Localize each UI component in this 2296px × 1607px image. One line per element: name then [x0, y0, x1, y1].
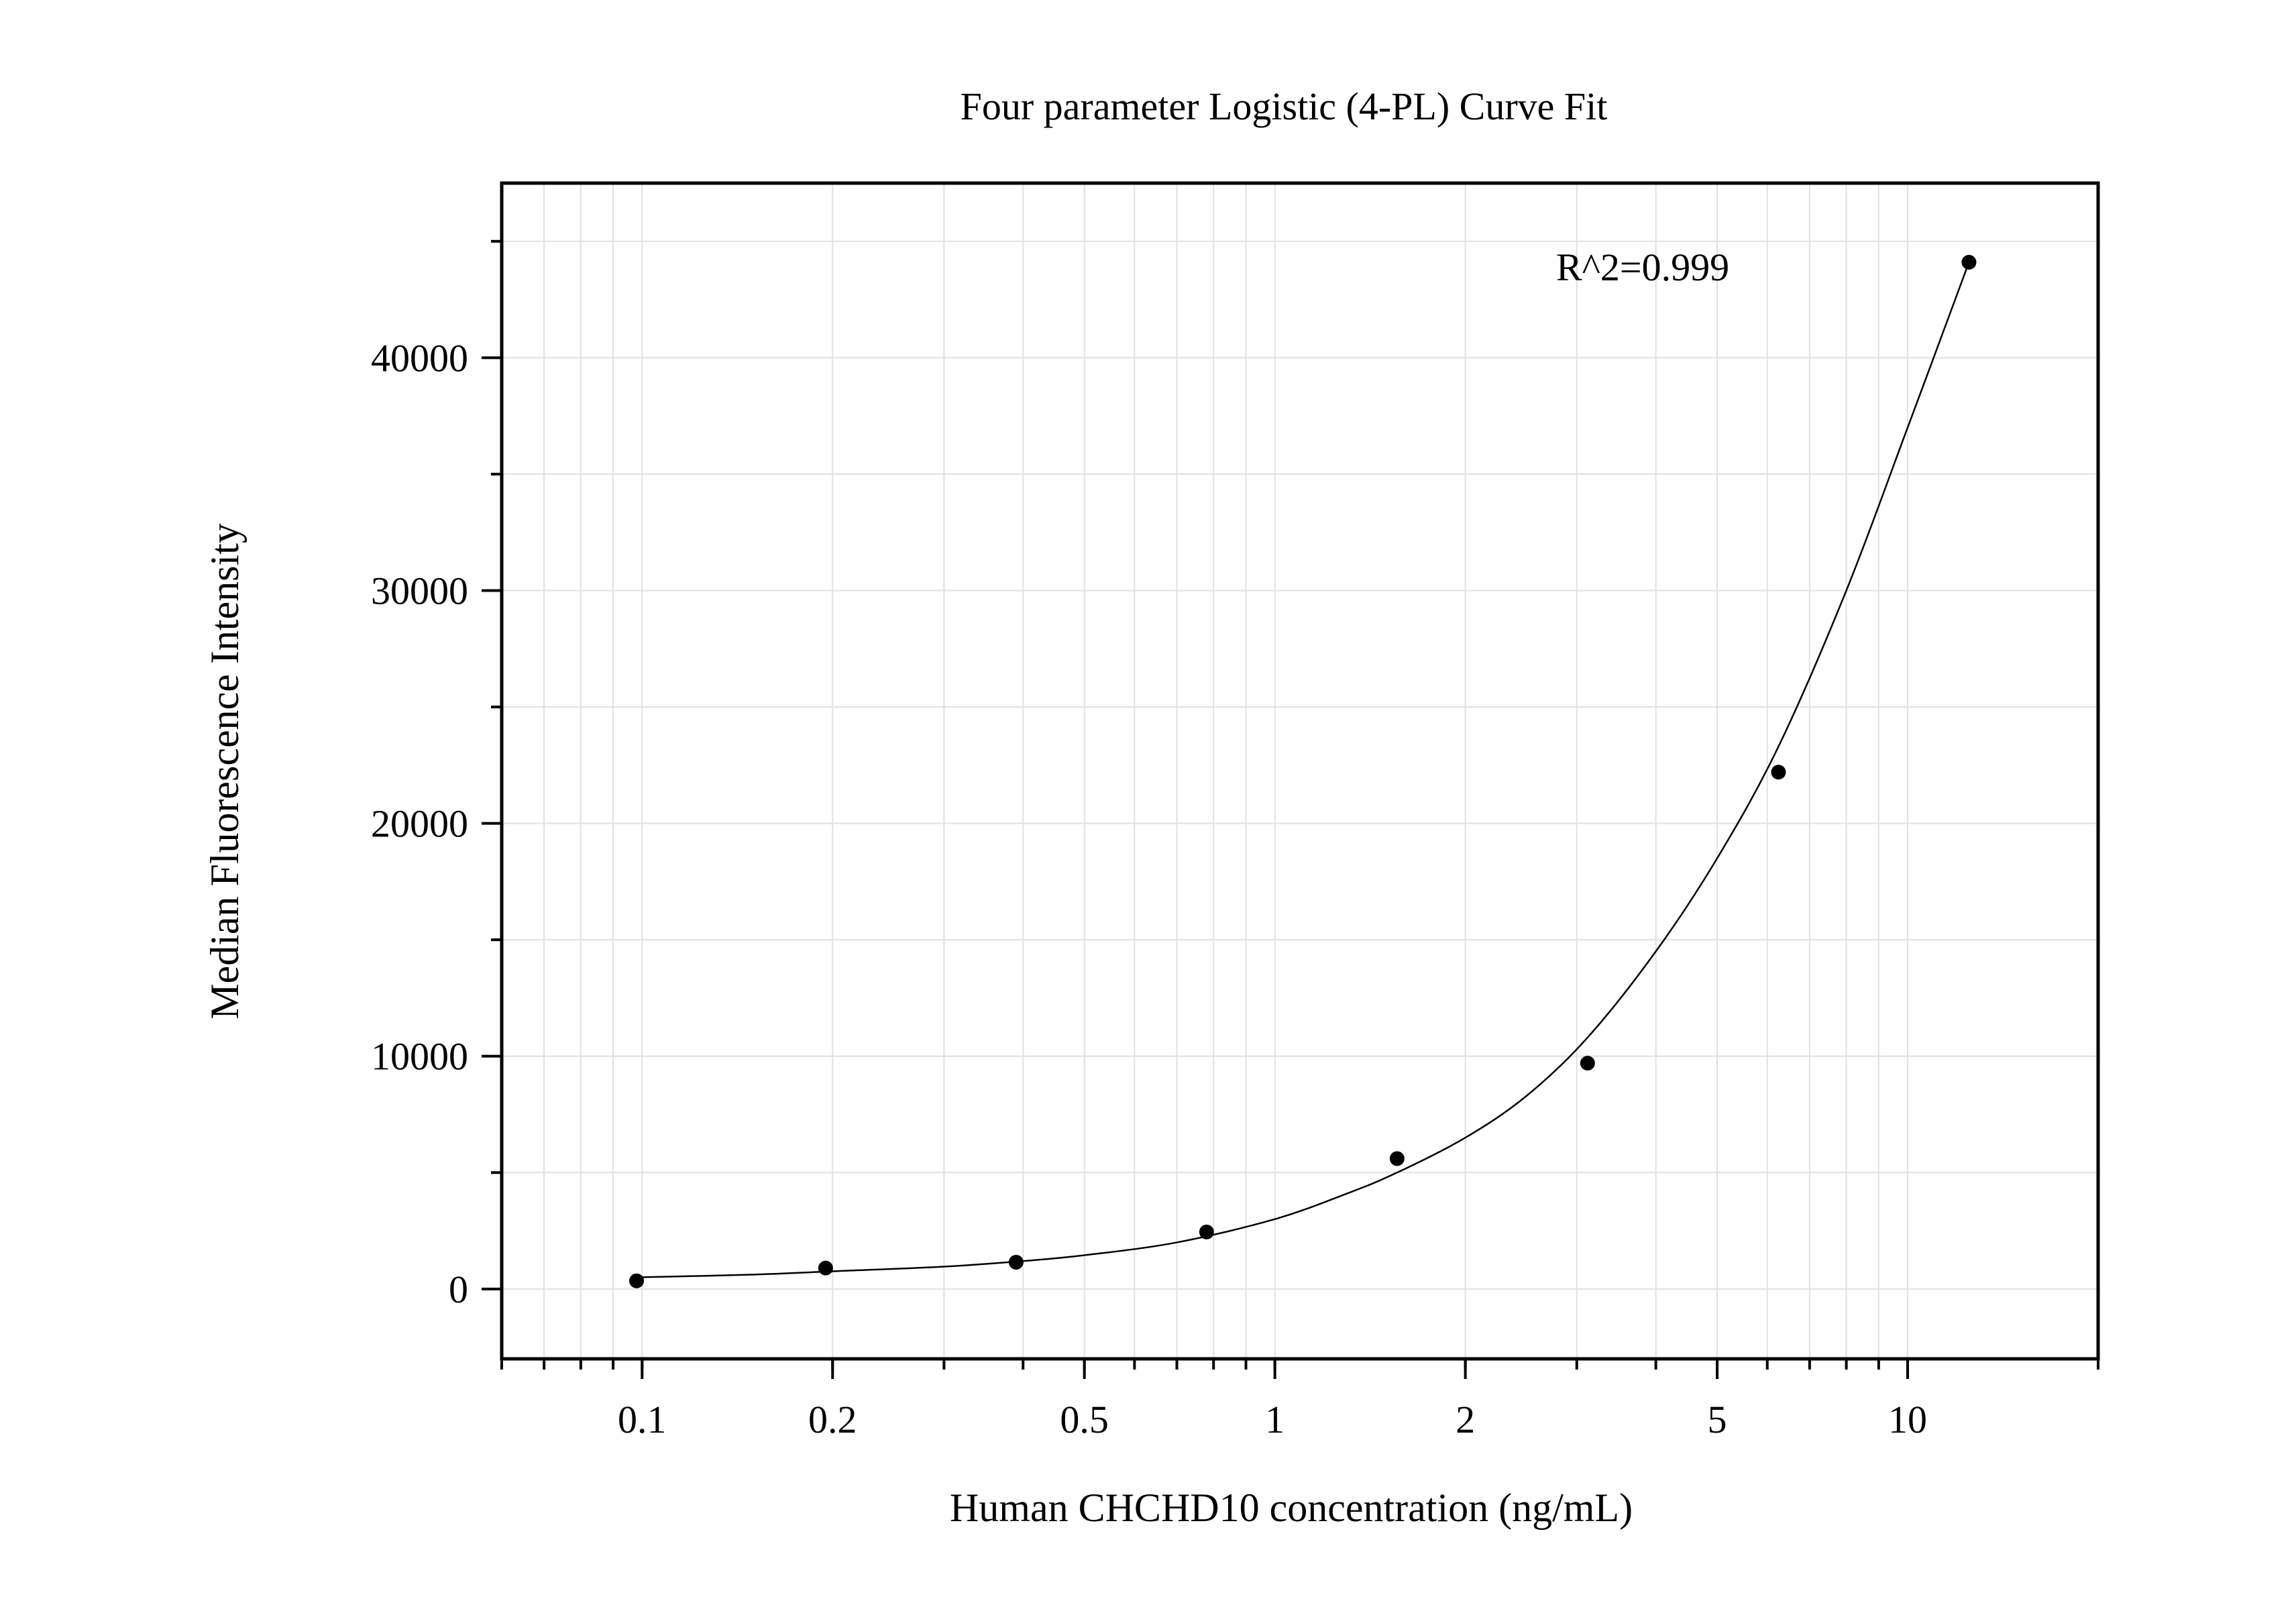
fit-curve-line [636, 262, 1970, 1278]
y-axis-label: Median Fluorescence Intensity [203, 523, 247, 1019]
data-point [1008, 1254, 1024, 1270]
x-tick-label: 10 [1888, 1398, 1927, 1441]
data-point [1961, 255, 1977, 270]
x-tick-label: 1 [1265, 1398, 1284, 1441]
x-tick-label: 0.5 [1060, 1398, 1109, 1441]
r-squared-annotation: R^2=0.999 [1556, 245, 1729, 289]
chart-title: Four parameter Logistic (4-PL) Curve Fit [961, 85, 1608, 128]
plot-frame [500, 181, 2100, 1361]
x-tick-label: 0.1 [618, 1398, 667, 1441]
y-tick-label: 30000 [371, 569, 468, 612]
y-tick-label: 40000 [371, 336, 468, 380]
data-point [629, 1273, 645, 1288]
x-tick-label: 2 [1456, 1398, 1475, 1441]
x-tick-label: 5 [1708, 1398, 1727, 1441]
y-tick-label: 0 [449, 1268, 468, 1311]
fit-curve-group [636, 262, 1970, 1278]
data-points-group [629, 255, 1977, 1288]
data-point [1389, 1151, 1405, 1166]
axes [500, 181, 2100, 1361]
ticks: 0.1 0.2 0.5 1 2 5 10 0 10000 20000 30000 40000 [371, 239, 2099, 1441]
grid [501, 183, 2099, 1359]
data-point [1771, 765, 1786, 780]
y-tick-label: 10000 [371, 1035, 468, 1078]
x-axis-label: Human CHCHD10 concentration (ng/mL) [950, 1486, 1633, 1530]
data-point [818, 1260, 833, 1276]
data-point [1580, 1056, 1595, 1071]
data-point [1199, 1224, 1214, 1239]
y-tick-label: 20000 [371, 802, 468, 846]
x-tick-label: 0.2 [808, 1398, 857, 1441]
